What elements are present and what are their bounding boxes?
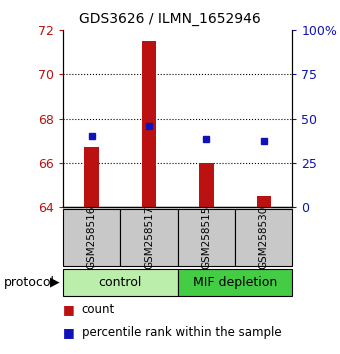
- Text: MIF depletion: MIF depletion: [193, 276, 277, 289]
- Bar: [120, 209, 177, 266]
- Bar: [63, 269, 178, 296]
- Text: GSM258517: GSM258517: [144, 205, 154, 269]
- Bar: [235, 209, 292, 266]
- Text: count: count: [82, 303, 115, 316]
- Text: GSM258530: GSM258530: [259, 206, 269, 269]
- Bar: [257, 196, 271, 207]
- Text: control: control: [99, 276, 142, 289]
- Text: protocol: protocol: [3, 276, 54, 289]
- Text: GDS3626 / ILMN_1652946: GDS3626 / ILMN_1652946: [79, 12, 261, 27]
- Text: ■: ■: [63, 326, 75, 339]
- Bar: [84, 147, 99, 207]
- Bar: [178, 269, 292, 296]
- Bar: [199, 163, 214, 207]
- Bar: [142, 41, 156, 207]
- Text: GSM258516: GSM258516: [87, 205, 97, 269]
- Text: percentile rank within the sample: percentile rank within the sample: [82, 326, 281, 339]
- Bar: [178, 209, 235, 266]
- Text: GSM258515: GSM258515: [201, 205, 211, 269]
- Text: ■: ■: [63, 303, 75, 316]
- Text: ▶: ▶: [50, 276, 59, 289]
- Bar: [63, 209, 120, 266]
